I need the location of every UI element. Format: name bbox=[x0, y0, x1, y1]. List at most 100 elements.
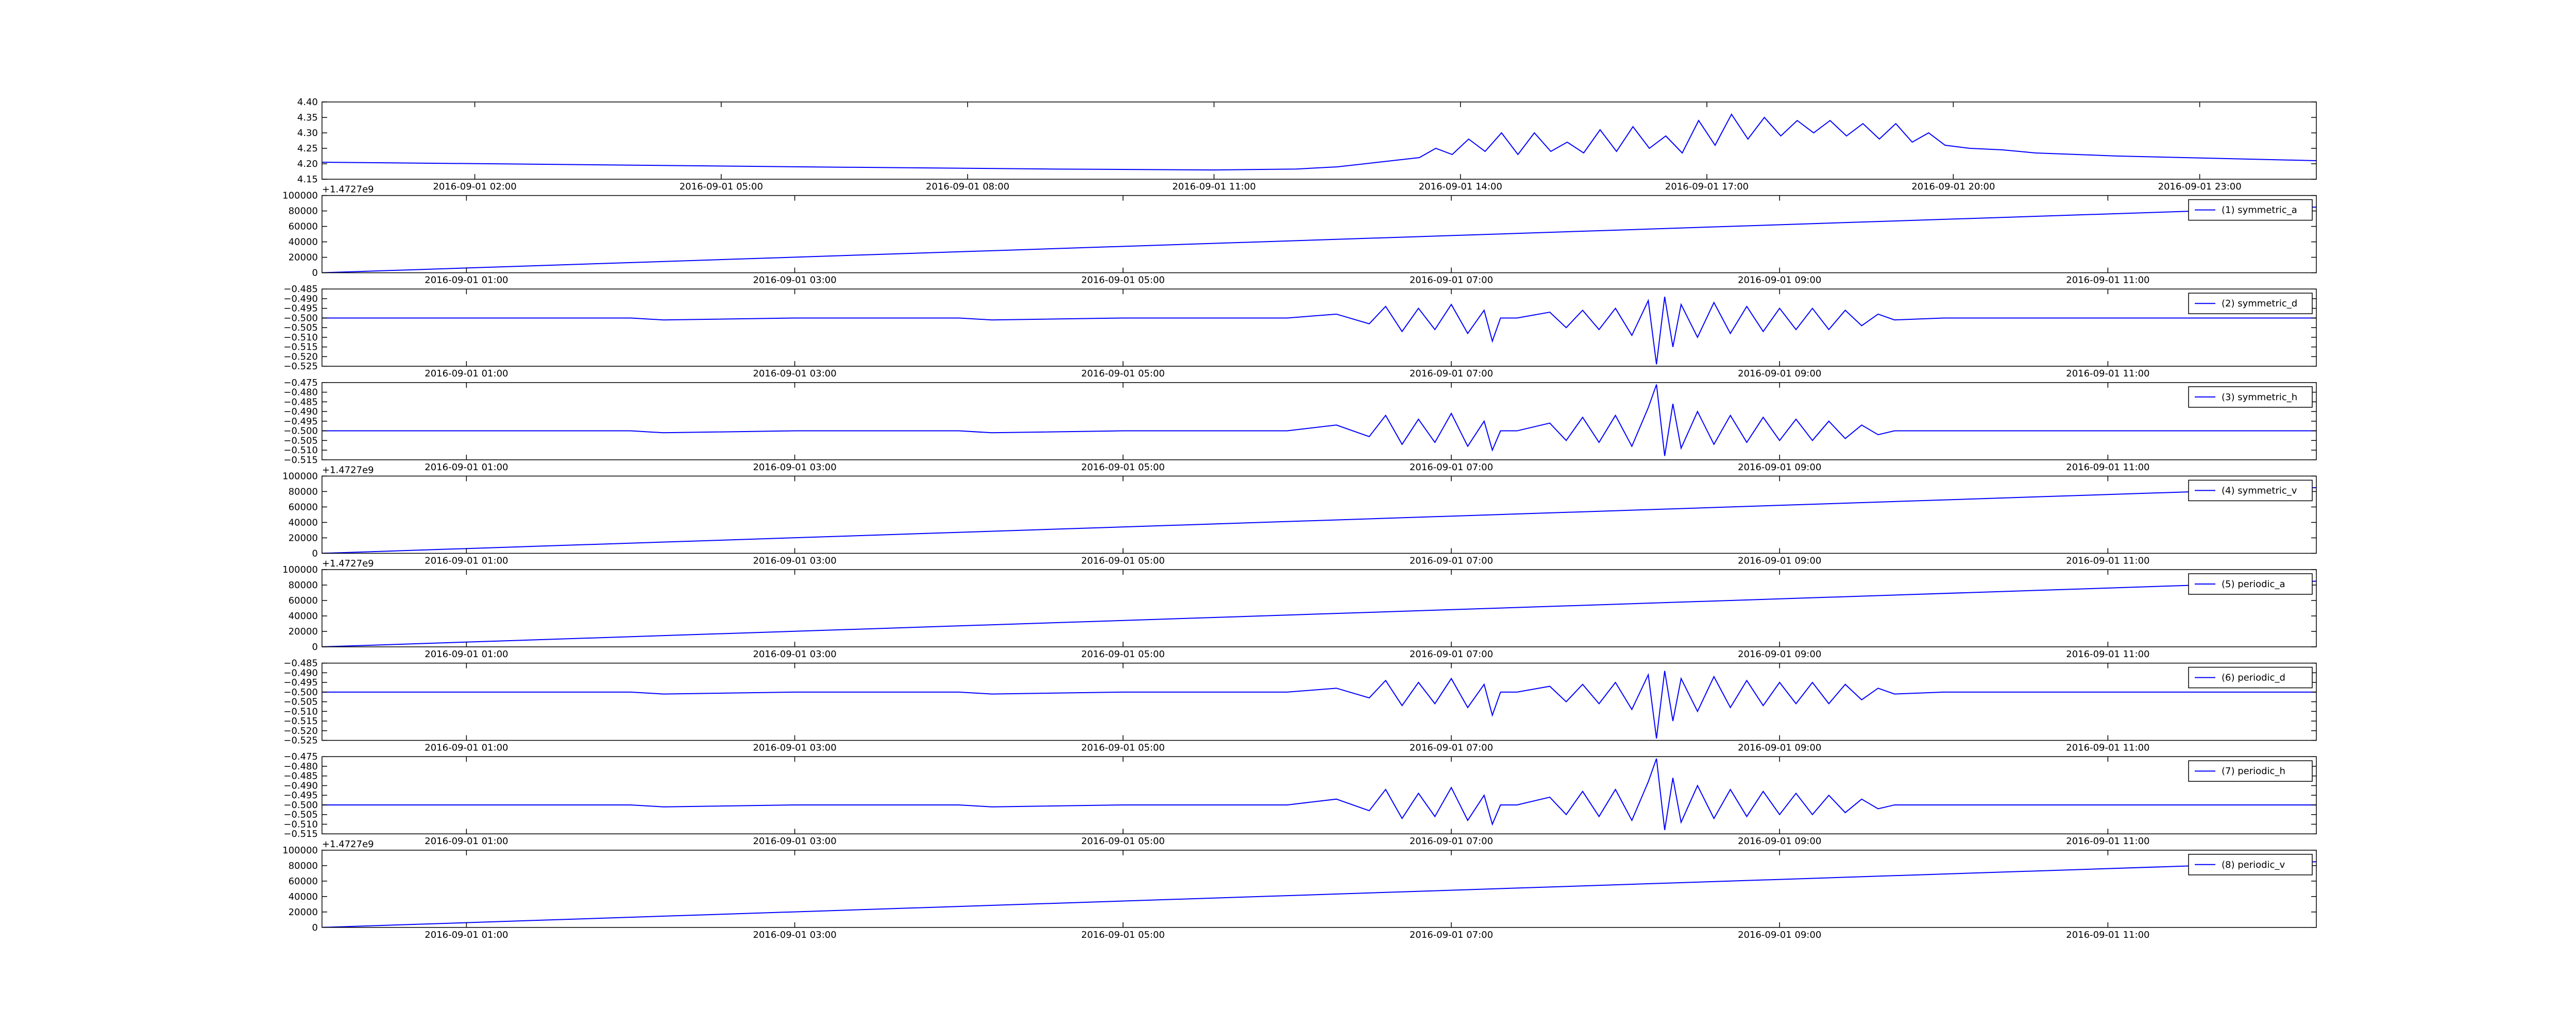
y-tick-label: −0.510 bbox=[283, 445, 318, 456]
axes-frame bbox=[321, 101, 2317, 180]
data-line bbox=[322, 580, 2316, 647]
y-tick-label: 100000 bbox=[282, 845, 318, 856]
legend-label: (7) periodic_h bbox=[2222, 766, 2285, 777]
x-tick-label: 2016-09-01 01:00 bbox=[425, 555, 508, 566]
x-tick-label: 2016-09-01 14:00 bbox=[1419, 181, 1502, 192]
data-line bbox=[322, 384, 2316, 456]
x-tick-label: 2016-09-01 01:00 bbox=[425, 275, 508, 286]
y-tick-label: −0.490 bbox=[283, 406, 318, 417]
y-tick-label: 60000 bbox=[289, 876, 318, 887]
y-tick-label: −0.515 bbox=[283, 342, 318, 353]
y-tick-label: −0.525 bbox=[283, 361, 318, 372]
y-tick-label: −0.485 bbox=[283, 771, 318, 782]
y-tick-label: 4.20 bbox=[297, 159, 318, 169]
x-tick-label: 2016-09-01 11:00 bbox=[2066, 743, 2149, 753]
y-tick-label: −0.495 bbox=[283, 416, 318, 427]
x-tick-label: 2016-09-01 09:00 bbox=[1738, 462, 1821, 473]
y-tick-label: −0.495 bbox=[283, 790, 318, 801]
y-tick-label: −0.505 bbox=[283, 810, 318, 820]
y-tick-label: 4.25 bbox=[297, 143, 318, 154]
y-tick-label: −0.480 bbox=[283, 387, 318, 398]
x-tick-label: 2016-09-01 11:00 bbox=[2066, 649, 2149, 660]
data-line bbox=[322, 207, 2316, 273]
x-tick-label: 2016-09-01 05:00 bbox=[1081, 555, 1165, 566]
y-tick-label: −0.510 bbox=[283, 819, 318, 830]
x-tick-label: 2016-09-01 03:00 bbox=[753, 275, 836, 286]
axes-frame bbox=[321, 756, 2317, 834]
x-tick-label: 2016-09-01 07:00 bbox=[1410, 836, 1493, 847]
data-line bbox=[322, 758, 2316, 830]
x-tick-label: 2016-09-01 01:00 bbox=[425, 743, 508, 753]
y-tick-label: 0 bbox=[312, 268, 318, 279]
x-tick-label: 2016-09-01 03:00 bbox=[753, 930, 836, 940]
legend-label: (1) symmetric_a bbox=[2222, 205, 2297, 216]
y-tick-label: 4.35 bbox=[297, 112, 318, 123]
x-tick-label: 2016-09-01 17:00 bbox=[1665, 181, 1749, 192]
x-tick-label: 2016-09-01 11:00 bbox=[2066, 275, 2149, 286]
x-tick-label: 2016-09-01 01:00 bbox=[425, 462, 508, 473]
y-tick-label: −0.515 bbox=[283, 829, 318, 839]
axes-frame bbox=[321, 195, 2317, 273]
legend-label: (4) symmetric_v bbox=[2222, 485, 2297, 496]
y-tick-label: −0.490 bbox=[283, 294, 318, 304]
y-tick-label: 0 bbox=[312, 548, 318, 559]
y-tick-label: 0 bbox=[312, 922, 318, 933]
data-line bbox=[322, 861, 2316, 928]
x-tick-label: 2016-09-01 11:00 bbox=[2066, 462, 2149, 473]
y-tick-label: −0.490 bbox=[283, 780, 318, 791]
x-tick-label: 2016-09-01 11:00 bbox=[2066, 836, 2149, 847]
x-tick-label: 2016-09-01 03:00 bbox=[753, 368, 836, 379]
y-tick-label: −0.505 bbox=[283, 322, 318, 333]
x-tick-label: 2016-09-01 07:00 bbox=[1410, 743, 1493, 753]
y-tick-label: 4.40 bbox=[297, 97, 318, 108]
y-tick-label: −0.495 bbox=[283, 303, 318, 314]
y-tick-label: 20000 bbox=[289, 907, 318, 918]
y-tick-label: −0.490 bbox=[283, 667, 318, 678]
y-tick-label: 40000 bbox=[289, 891, 318, 902]
data-line bbox=[322, 487, 2316, 554]
x-tick-label: 2016-09-01 11:00 bbox=[2066, 930, 2149, 940]
y-tick-label: −0.485 bbox=[283, 397, 318, 407]
x-tick-label: 2016-09-01 03:00 bbox=[753, 649, 836, 660]
x-tick-label: 2016-09-01 01:00 bbox=[425, 836, 508, 847]
legend-label: (3) symmetric_h bbox=[2222, 392, 2297, 403]
x-tick-label: 2016-09-01 11:00 bbox=[2066, 368, 2149, 379]
x-tick-label: 2016-09-01 07:00 bbox=[1410, 930, 1493, 940]
x-tick-label: 2016-09-01 07:00 bbox=[1410, 555, 1493, 566]
x-tick-label: 2016-09-01 05:00 bbox=[1081, 649, 1165, 660]
data-line bbox=[322, 671, 2316, 739]
axes-frame bbox=[321, 475, 2317, 554]
y-tick-label: −0.505 bbox=[283, 697, 318, 708]
x-tick-label: 2016-09-01 05:00 bbox=[1081, 930, 1165, 940]
x-tick-label: 2016-09-01 08:00 bbox=[926, 181, 1009, 192]
y-tick-label: −0.500 bbox=[283, 800, 318, 811]
x-tick-label: 2016-09-01 09:00 bbox=[1738, 836, 1821, 847]
y-tick-label: −0.485 bbox=[283, 658, 318, 669]
y-tick-label: 60000 bbox=[289, 502, 318, 512]
x-tick-label: 2016-09-01 01:00 bbox=[425, 649, 508, 660]
y-tick-label: −0.520 bbox=[283, 351, 318, 362]
y-tick-label: −0.520 bbox=[283, 726, 318, 736]
axes-frame bbox=[321, 850, 2317, 928]
offset-text: +1.4727e9 bbox=[322, 184, 374, 195]
y-tick-label: −0.515 bbox=[283, 455, 318, 466]
legend-label: (6) periodic_d bbox=[2222, 673, 2285, 683]
x-tick-label: 2016-09-01 05:00 bbox=[680, 181, 763, 192]
axes-frame bbox=[321, 382, 2317, 460]
y-tick-label: 80000 bbox=[289, 861, 318, 871]
y-tick-label: 80000 bbox=[289, 206, 318, 217]
y-tick-label: −0.500 bbox=[283, 687, 318, 698]
y-tick-label: −0.505 bbox=[283, 435, 318, 446]
y-tick-label: −0.515 bbox=[283, 716, 318, 727]
axes-frame bbox=[321, 662, 2317, 741]
offset-text: +1.4727e9 bbox=[322, 465, 374, 475]
x-tick-label: 2016-09-01 07:00 bbox=[1410, 275, 1493, 286]
x-tick-label: 2016-09-01 07:00 bbox=[1410, 462, 1493, 473]
x-tick-label: 2016-09-01 09:00 bbox=[1738, 275, 1821, 286]
y-tick-label: 40000 bbox=[289, 611, 318, 622]
y-tick-label: −0.480 bbox=[283, 761, 318, 772]
data-line bbox=[322, 113, 2316, 171]
x-tick-label: 2016-09-01 20:00 bbox=[1911, 181, 1995, 192]
x-tick-label: 2016-09-01 03:00 bbox=[753, 836, 836, 847]
offset-text: +1.4727e9 bbox=[322, 558, 374, 569]
